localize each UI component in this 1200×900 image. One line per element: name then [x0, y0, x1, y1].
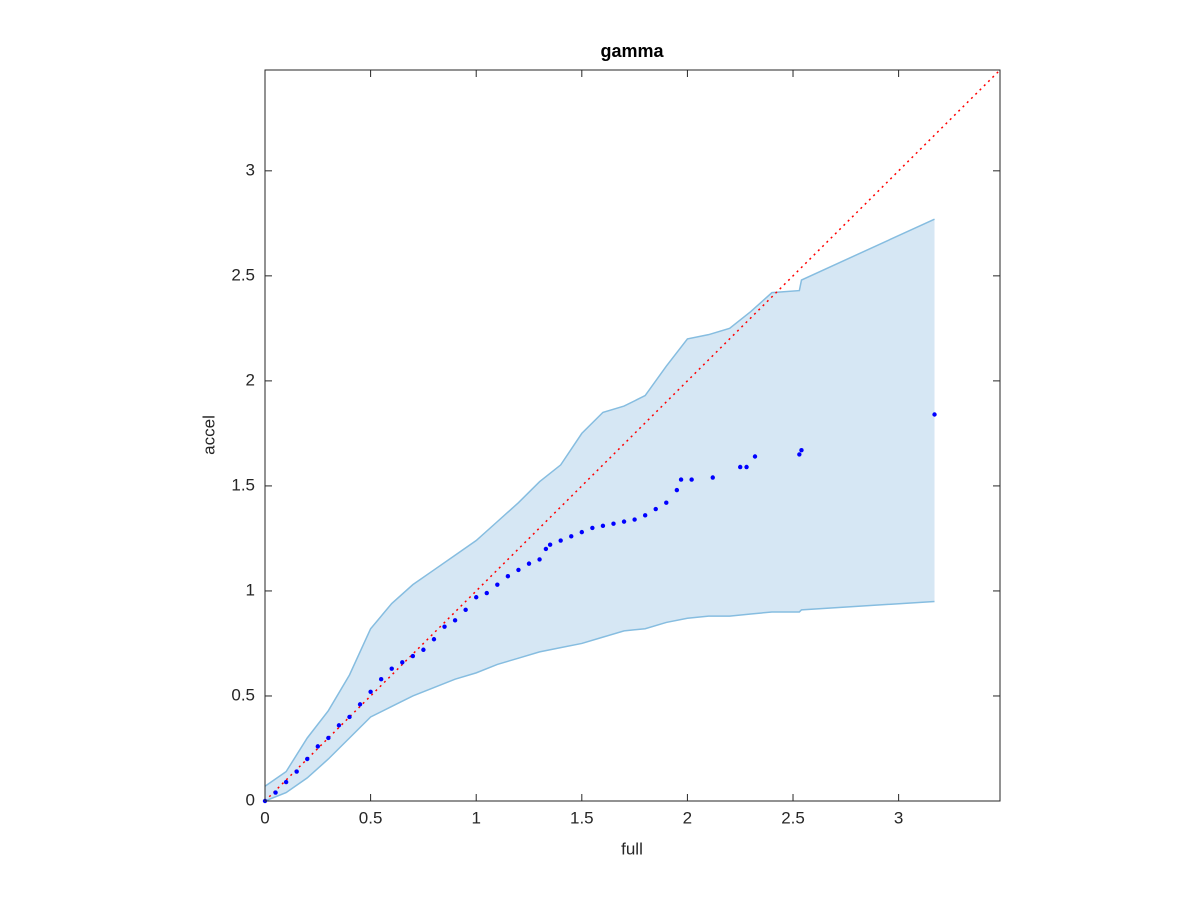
x-tick-label: 1: [471, 808, 480, 827]
data-point: [410, 653, 416, 659]
data-point: [368, 689, 373, 694]
data-point: [611, 521, 616, 526]
data-point: [378, 676, 384, 682]
data-point: [710, 475, 715, 480]
data-point: [558, 538, 563, 543]
data-point: [505, 574, 511, 579]
data-point: [678, 477, 684, 482]
data-point: [932, 412, 937, 417]
data-point: [347, 714, 352, 720]
y-tick-label: 2: [246, 370, 255, 389]
data-point: [642, 513, 648, 518]
data-point: [283, 779, 289, 785]
x-tick-label: 0.5: [359, 808, 383, 827]
data-point: [516, 567, 521, 573]
y-axis-label: accel: [199, 415, 218, 455]
x-axis-label: full: [621, 839, 643, 858]
data-point: [569, 534, 574, 539]
data-point: [738, 464, 743, 470]
data-point: [336, 723, 342, 728]
y-tick-label: 2.5: [231, 265, 255, 284]
data-point: [357, 702, 363, 707]
x-tick-label: 2: [683, 808, 692, 827]
data-point: [674, 487, 680, 493]
band-upper-edge: [264, 218, 935, 787]
data-point: [547, 542, 553, 547]
axes-box: [264, 69, 1001, 802]
band-lower-edge: [264, 600, 935, 802]
x-tick-label: 0: [260, 808, 269, 827]
data-point: [305, 756, 310, 762]
data-point: [474, 595, 479, 600]
data-point: [543, 546, 549, 552]
x-tick-label: 2.5: [781, 808, 805, 827]
data-point: [600, 523, 606, 529]
data-point: [526, 561, 532, 566]
data-point: [315, 744, 321, 749]
data-point: [294, 769, 299, 774]
x-tick-label: 1.5: [570, 808, 594, 827]
data-point: [484, 590, 489, 596]
data-point: [431, 637, 437, 642]
y-tick-label: 1: [246, 580, 255, 599]
data-point: [590, 525, 595, 531]
data-point: [621, 519, 627, 524]
y-tick-label: 0.5: [231, 685, 255, 704]
x-tick-label: 3: [894, 808, 903, 827]
data-point: [400, 660, 405, 665]
data-point: [273, 790, 278, 795]
data-point: [537, 557, 542, 562]
data-point: [495, 582, 500, 587]
data-point: [752, 454, 758, 459]
data-point: [799, 448, 804, 453]
data-point: [664, 500, 669, 505]
data-point: [632, 517, 637, 522]
chart-title: gamma: [600, 41, 664, 61]
data-point: [653, 506, 658, 512]
data-point: [326, 735, 331, 741]
y-tick-label: 0: [246, 790, 255, 809]
confidence-band: [265, 219, 935, 801]
data-point: [421, 647, 426, 652]
y-tick-label: 3: [246, 160, 255, 179]
data-point: [797, 452, 802, 457]
data-point: [442, 624, 447, 629]
y-tick-label: 1.5: [231, 475, 255, 494]
data-point: [463, 607, 468, 613]
data-point: [744, 464, 749, 470]
data-point: [689, 477, 694, 482]
data-point: [389, 666, 394, 671]
data-point: [452, 618, 458, 623]
data-point: [579, 529, 585, 535]
